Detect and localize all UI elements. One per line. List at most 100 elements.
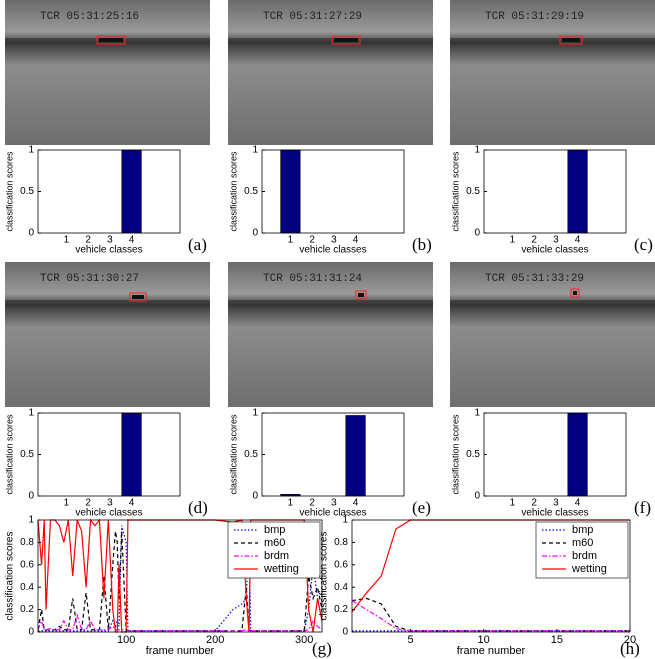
video-frame — [228, 0, 433, 145]
x-tick-label: 2 — [309, 235, 315, 246]
bar — [567, 412, 588, 497]
x-tick-label: 3 — [331, 235, 337, 246]
legend-label: brdm — [572, 550, 597, 562]
x-tick-label: 1 — [288, 235, 294, 246]
y-tick-label: 0.4 — [334, 582, 348, 593]
horizon-treeline — [5, 300, 210, 306]
target-vehicle — [358, 293, 364, 297]
axes-frame — [483, 412, 627, 497]
y-axis-label: classification scores — [5, 532, 16, 621]
x-tick-label: 200 — [206, 634, 224, 646]
x-tick-label: 10 — [478, 634, 490, 646]
y-tick-label: 0.5 — [466, 449, 480, 460]
panel-label: (d) — [188, 498, 208, 517]
y-axis-label: classification scores — [228, 414, 238, 495]
y-axis-label: classification scores — [319, 532, 330, 621]
x-tick-label: 2 — [531, 498, 537, 509]
y-tick-label: 0.4 — [20, 582, 34, 593]
axes-frame — [351, 519, 631, 633]
x-axis-label: vehicle classes — [299, 245, 366, 256]
x-tick-label: 1 — [510, 235, 516, 246]
horizon-treeline — [228, 38, 433, 44]
series-line — [37, 531, 323, 632]
x-tick-label: 4 — [353, 235, 359, 246]
x-tick-label: 4 — [353, 498, 359, 509]
detection-box — [559, 35, 583, 45]
x-tick-label: 1 — [64, 235, 70, 246]
x-tick-label: 1 — [288, 498, 294, 509]
y-axis-label: classification scores — [450, 414, 460, 495]
x-tick-label: 3 — [331, 498, 337, 509]
y-tick-label: 0.5 — [20, 186, 34, 197]
x-tick-label: 2 — [531, 235, 537, 246]
axes-frame — [261, 149, 405, 234]
y-tick-label: 0 — [474, 491, 480, 502]
axes-frame — [37, 149, 181, 234]
axes-frame — [483, 149, 627, 234]
target-vehicle — [99, 38, 123, 42]
x-axis-label: frame number — [457, 645, 526, 657]
video-frame — [450, 0, 655, 145]
y-tick-label: 1 — [28, 515, 34, 526]
y-tick-label: 0.5 — [244, 186, 258, 197]
x-tick-label: 300 — [295, 634, 313, 646]
x-axis-label: vehicle classes — [521, 245, 588, 256]
x-tick-label: 15 — [551, 634, 563, 646]
y-tick-label: 1 — [252, 145, 258, 156]
series-line — [351, 600, 630, 632]
y-tick-label: 1 — [28, 145, 34, 156]
frame-timestamp: TCR 05:31:29:19 — [485, 11, 584, 23]
bar — [121, 412, 142, 497]
horizon-treeline — [228, 300, 433, 306]
x-tick-label: 1 — [64, 498, 70, 509]
video-frame — [5, 0, 210, 145]
panel-label: (a) — [188, 235, 207, 254]
frame-timestamp: TCR 05:31:25:16 — [40, 11, 139, 23]
legend-label: brdm — [264, 550, 289, 562]
y-tick-label: 0 — [28, 627, 34, 638]
x-tick-label: 5 — [407, 634, 413, 646]
frame-timestamp: TCR 05:31:31:24 — [263, 273, 362, 285]
bar — [345, 415, 366, 497]
video-frame — [5, 262, 210, 407]
series-line — [37, 613, 323, 632]
bar — [280, 149, 301, 234]
y-tick-label: 0.6 — [334, 559, 348, 570]
x-tick-label: 1 — [510, 498, 516, 509]
bar — [121, 149, 142, 234]
y-tick-label: 0.8 — [20, 537, 34, 548]
panel-label: (g) — [312, 639, 332, 658]
detection-box — [129, 292, 147, 302]
x-tick-label: 3 — [107, 498, 113, 509]
panel-label: (f) — [634, 498, 651, 517]
y-tick-label: 0.5 — [466, 186, 480, 197]
bar — [567, 149, 588, 234]
legend-label: wetting — [263, 563, 299, 575]
panel-label: (c) — [634, 235, 653, 254]
x-tick-label: 100 — [117, 634, 135, 646]
detection-box — [96, 35, 126, 45]
x-axis-label: vehicle classes — [299, 508, 366, 519]
y-tick-label: 0 — [28, 228, 34, 239]
target-vehicle — [334, 38, 358, 42]
y-tick-label: 1 — [474, 145, 480, 156]
y-tick-label: 0.5 — [244, 449, 258, 460]
y-tick-label: 1 — [252, 408, 258, 419]
y-tick-label: 0 — [28, 491, 34, 502]
series-line — [351, 597, 630, 632]
frame-timestamp: TCR 05:31:33:29 — [485, 273, 584, 285]
x-tick-label: 3 — [107, 235, 113, 246]
y-tick-label: 0.2 — [334, 604, 348, 615]
x-tick-label: 2 — [85, 235, 91, 246]
y-tick-label: 1 — [28, 408, 34, 419]
x-tick-label: 4 — [575, 498, 581, 509]
x-tick-label: 4 — [129, 498, 135, 509]
axes-frame — [261, 412, 405, 497]
y-tick-label: 0 — [252, 491, 258, 502]
x-tick-label: 4 — [575, 235, 581, 246]
target-vehicle — [562, 38, 580, 42]
panel-label: (b) — [412, 235, 432, 254]
y-tick-label: 0.2 — [20, 604, 34, 615]
x-axis-label: frame number — [146, 645, 215, 657]
